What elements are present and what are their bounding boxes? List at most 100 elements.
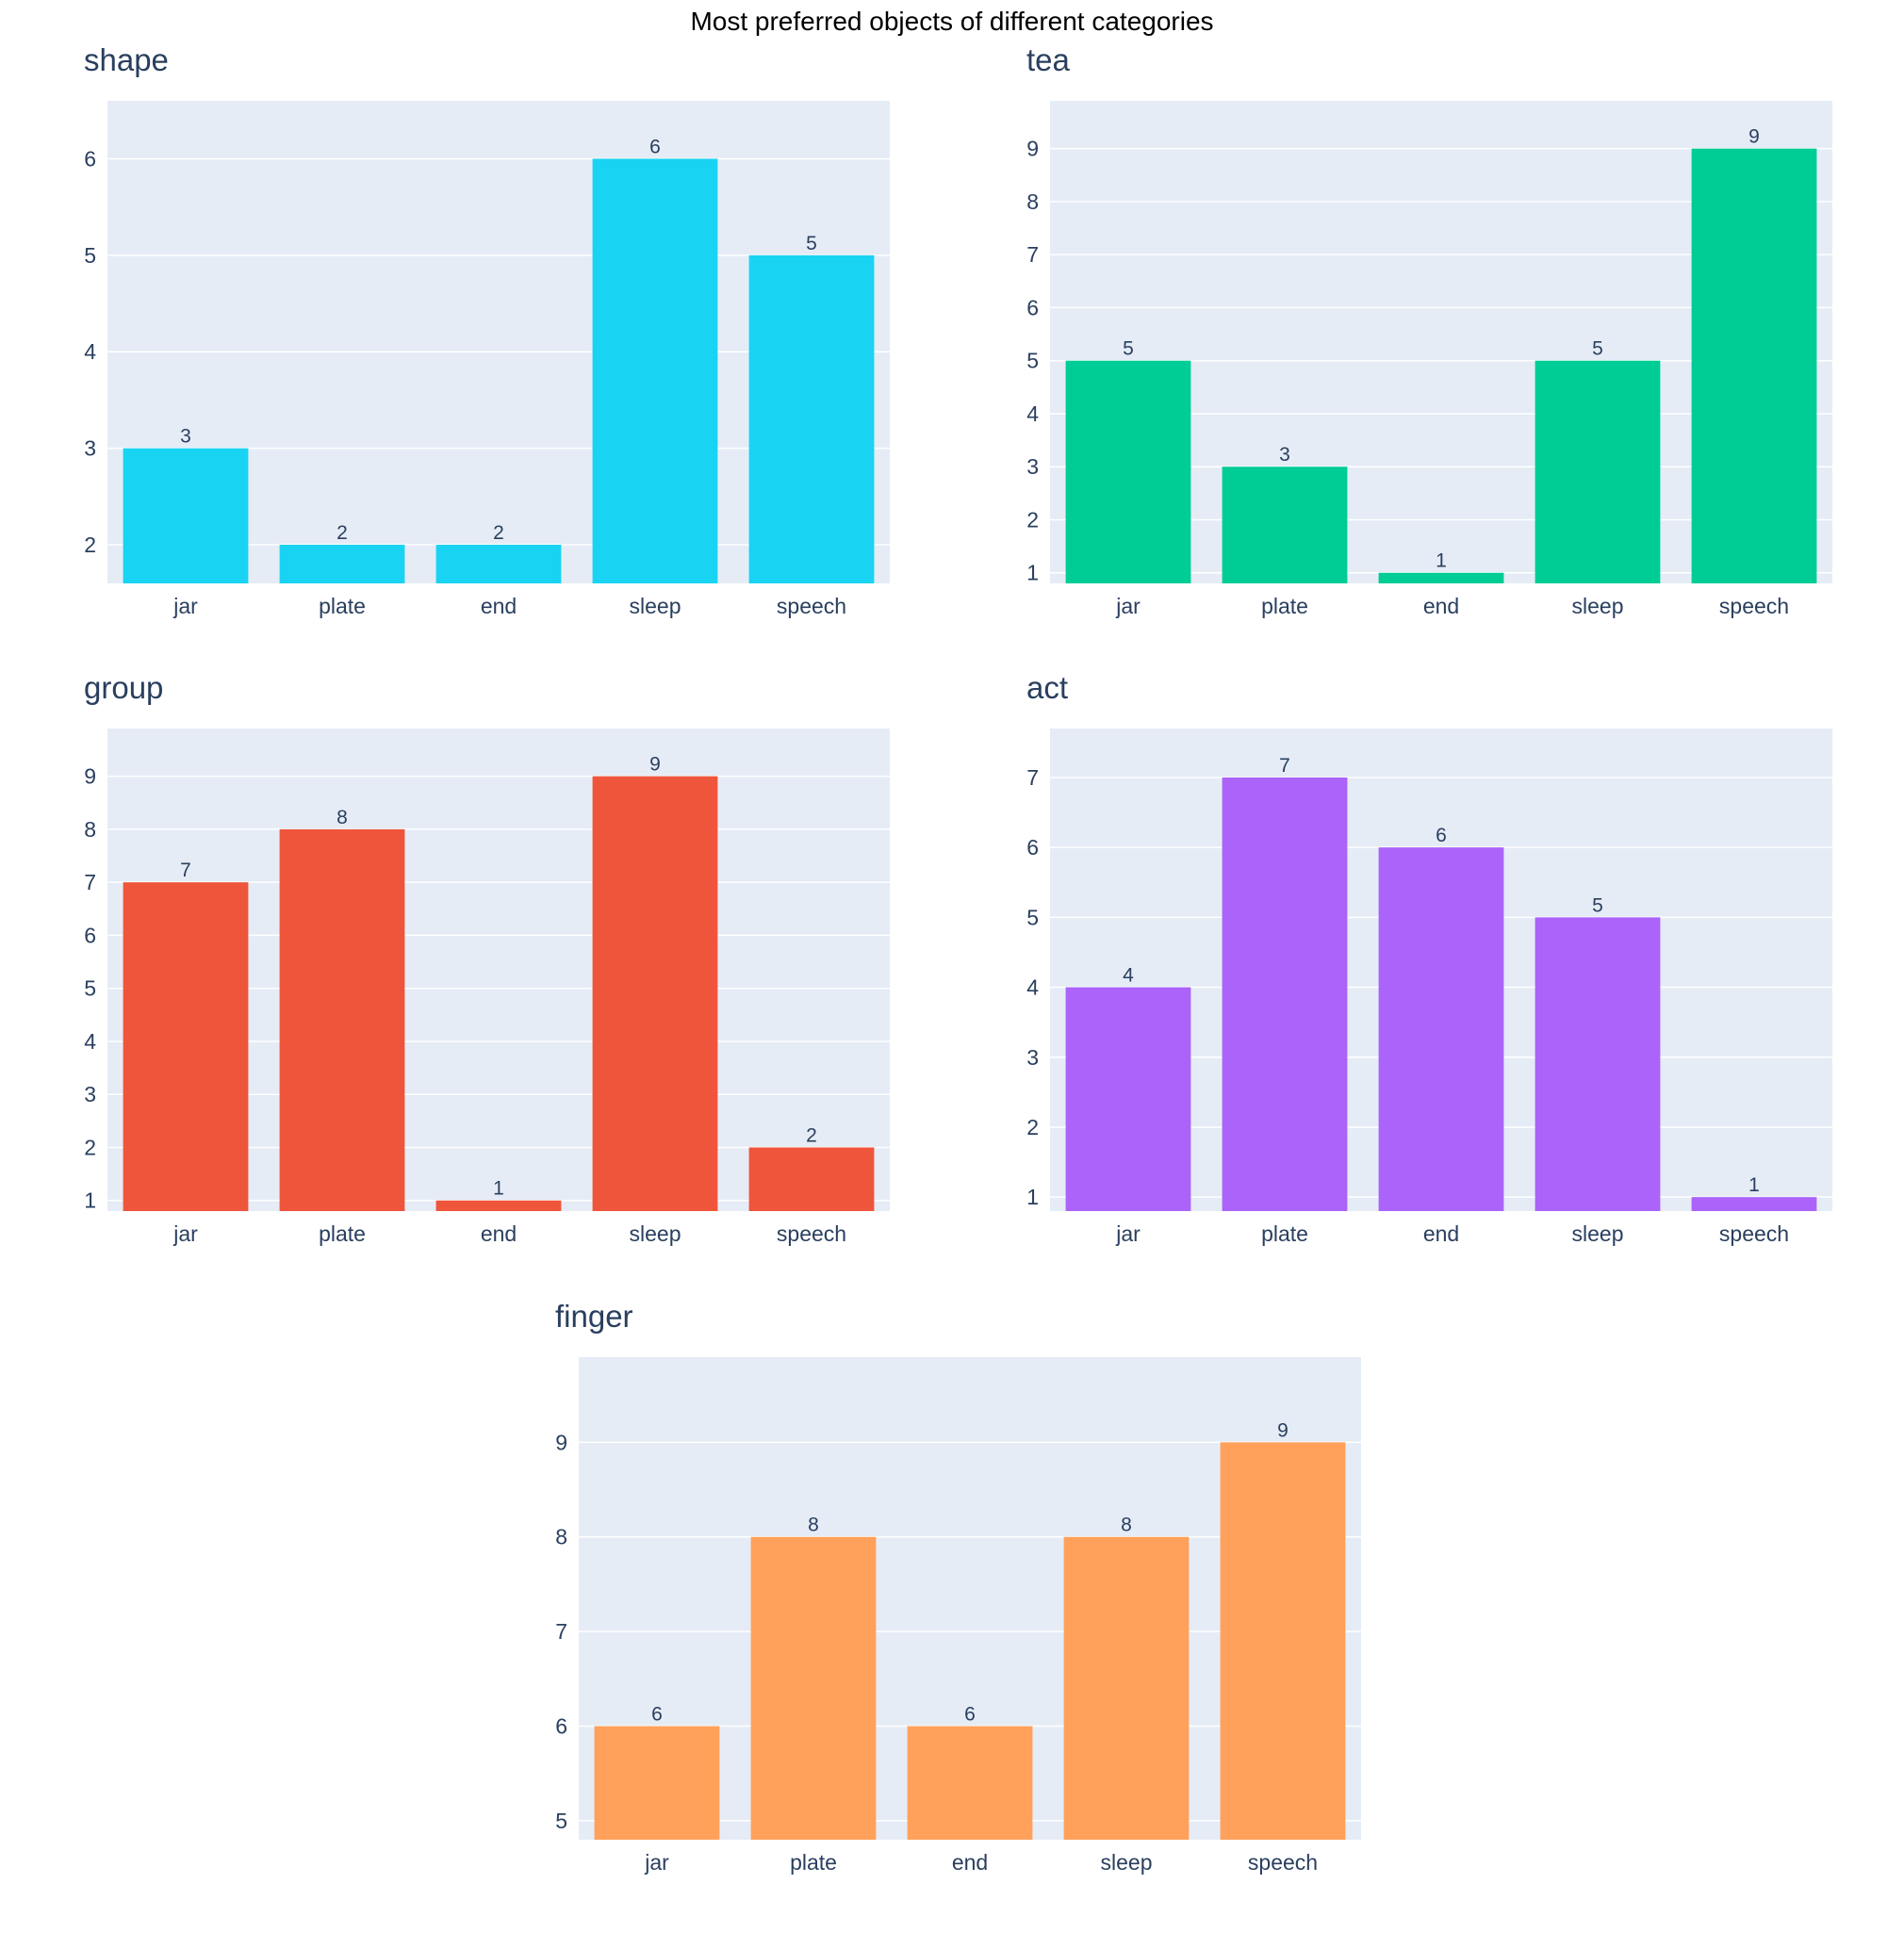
bar-end[interactable] [435,1200,562,1211]
bar-sleep[interactable] [592,158,718,583]
x-tick-label: speech [1719,1221,1789,1246]
y-tick-label: 3 [84,436,96,461]
data-label: 8 [1121,1515,1132,1536]
bar-end[interactable] [1378,847,1504,1211]
data-label: 8 [808,1515,819,1536]
chart-panel-tea: 1 2 3 4 5 6 7 8 9 5 jar 3 plate 1 end 5 sleep 9 speech tea [1026,42,1832,618]
bar-plate[interactable] [279,545,405,583]
chart-panel-group: 1 2 3 4 5 6 7 8 9 7 jar 8 plate 1 end 9 sleep 2 speech grou… [84,670,890,1246]
x-tick-label: plate [319,1221,366,1246]
bar-jar[interactable] [1065,987,1191,1211]
bar-speech[interactable] [1220,1442,1346,1840]
y-tick-label: 5 [555,1809,567,1833]
bar-end[interactable] [435,545,562,583]
data-label: 9 [649,754,661,776]
y-tick-label: 2 [84,532,96,557]
x-tick-label: plate [1261,1221,1308,1246]
data-label: 3 [180,426,191,448]
bar-end[interactable] [1378,572,1504,583]
y-tick-label: 8 [555,1525,567,1549]
x-tick-label: end [1423,594,1459,618]
x-tick-label: end [481,1221,517,1246]
figure-title: Most preferred objects of different cate… [690,7,1213,36]
chart-panel-shape: 2 3 4 5 6 3 jar 2 plate 2 end 6 sleep 5 speech shape [84,42,890,618]
y-tick-label: 3 [84,1082,96,1106]
bar-sleep[interactable] [1063,1536,1190,1840]
x-tick-label: sleep [630,1221,681,1246]
y-tick-label: 7 [1026,765,1039,790]
bar-sleep[interactable] [592,776,718,1211]
chart-panel-act: 1 2 3 4 5 6 7 4 jar 7 plate 6 end 5 sleep 1 speech act [1026,670,1832,1246]
x-tick-label: speech [777,594,846,618]
bar-sleep[interactable] [1535,360,1661,583]
x-tick-label: plate [1261,594,1308,618]
data-label: 9 [1277,1419,1288,1441]
y-tick-label: 9 [1026,137,1039,161]
y-tick-label: 4 [84,1029,96,1054]
bar-plate[interactable] [1222,467,1348,583]
data-label: 3 [1279,444,1290,466]
data-label: 4 [1123,965,1134,987]
data-label: 7 [1279,755,1290,777]
y-tick-label: 5 [84,976,96,1001]
bar-speech[interactable] [748,1147,875,1211]
y-tick-label: 8 [84,817,96,842]
x-tick-label: plate [790,1850,837,1875]
y-tick-label: 8 [1026,189,1039,214]
x-tick-label: plate [319,594,366,618]
y-tick-label: 5 [84,243,96,268]
bar-jar[interactable] [1065,360,1191,583]
x-tick-label: end [481,594,517,618]
chart-panel-finger: 5 6 7 8 9 6 jar 8 plate 6 end 8 sleep 9 speech finger [555,1299,1361,1875]
x-tick-label: end [952,1850,988,1875]
x-tick-label: speech [777,1221,846,1246]
y-tick-label: 6 [84,146,96,171]
y-tick-label: 5 [1026,905,1039,929]
bar-speech[interactable] [748,254,875,583]
y-tick-label: 3 [1026,1045,1039,1070]
y-tick-label: 6 [555,1714,567,1739]
data-label: 5 [1592,894,1603,916]
data-label: 5 [1592,338,1603,360]
y-tick-label: 6 [1026,835,1039,860]
data-label: 5 [1123,338,1134,360]
data-label: 9 [1748,126,1760,148]
x-tick-label: speech [1719,594,1789,618]
x-tick-label: sleep [630,594,681,618]
y-tick-label: 1 [1026,561,1039,585]
bar-plate[interactable] [279,828,405,1211]
data-label: 8 [336,807,348,828]
x-tick-label: jar [172,594,198,618]
x-tick-label: end [1423,1221,1459,1246]
y-tick-label: 9 [84,764,96,789]
bar-speech[interactable] [1691,148,1817,583]
y-tick-label: 2 [1026,507,1039,532]
data-label: 1 [493,1178,504,1200]
y-tick-label: 2 [84,1135,96,1159]
y-tick-label: 4 [84,339,96,364]
y-tick-label: 7 [84,870,96,894]
bar-jar[interactable] [123,882,249,1211]
bar-sleep[interactable] [1535,917,1661,1211]
bar-end[interactable] [907,1726,1033,1840]
panel-title: group [84,670,163,705]
x-tick-label: sleep [1572,594,1624,618]
panel-title: tea [1026,42,1071,77]
x-tick-label: jar [1115,594,1141,618]
panel-title: shape [84,42,169,77]
bar-jar[interactable] [594,1726,720,1840]
data-label: 2 [806,1124,817,1146]
data-label: 6 [1436,825,1447,846]
y-tick-label: 2 [1026,1115,1039,1139]
y-tick-label: 1 [1026,1185,1039,1209]
panel-title: finger [555,1299,633,1334]
bar-jar[interactable] [123,448,249,583]
data-label: 6 [964,1704,976,1726]
data-label: 2 [493,522,504,544]
data-label: 6 [651,1704,663,1726]
bar-plate[interactable] [750,1536,877,1840]
bar-speech[interactable] [1691,1197,1817,1211]
bar-plate[interactable] [1222,777,1348,1211]
y-tick-label: 7 [1026,242,1039,267]
